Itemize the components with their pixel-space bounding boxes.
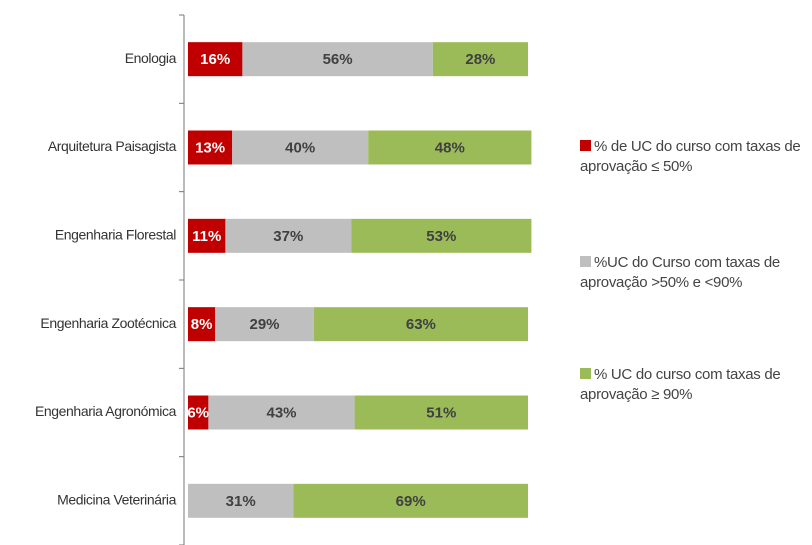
value-label: 69%	[396, 493, 426, 510]
legend-item: % UC do curso com taxas de aprovação ≥ 9…	[580, 365, 810, 405]
bar-segment	[354, 395, 528, 430]
bar-segment	[313, 307, 528, 342]
bar-segment	[188, 395, 209, 430]
bar-segment	[188, 218, 226, 253]
legend-item: % de UC do curso com taxas de aprovação …	[580, 137, 810, 177]
value-label: 13%	[195, 139, 225, 156]
value-label: 63%	[406, 316, 436, 333]
bar-segment	[188, 42, 243, 77]
category-label: Medicina Veterinária	[57, 492, 176, 508]
bar-segment	[242, 42, 433, 77]
bar-segment	[208, 395, 355, 430]
legend-label: %UC do Curso com taxas de aprovação >50%…	[580, 254, 780, 291]
legend-swatch	[580, 368, 591, 379]
bar-segment	[188, 307, 216, 342]
value-label: 43%	[266, 404, 296, 421]
value-label: 28%	[465, 51, 495, 68]
bar-segment	[225, 218, 352, 253]
category-label: Engenharia Florestal	[55, 227, 176, 243]
category-label: Enologia	[125, 50, 177, 66]
legend-label: % UC do curso com taxas de aprovação ≥ 9…	[580, 366, 781, 403]
value-label: 8%	[191, 316, 213, 333]
value-label: 48%	[435, 139, 465, 156]
bar-segment	[293, 483, 528, 518]
value-label: 37%	[273, 228, 303, 245]
value-label: 31%	[226, 493, 256, 510]
bar-segment	[432, 42, 528, 77]
value-label: 56%	[323, 51, 353, 68]
value-label: 51%	[426, 404, 456, 421]
category-label: Engenharia Zootécnica	[40, 315, 176, 331]
value-label: 6%	[187, 404, 209, 421]
legend-label: % de UC do curso com taxas de aprovação …	[580, 138, 801, 175]
bar-segment	[215, 307, 314, 342]
legend-item: %UC do Curso com taxas de aprovação >50%…	[580, 253, 810, 293]
bar-segment	[188, 483, 294, 518]
value-label: 29%	[249, 316, 279, 333]
bar-segment	[232, 130, 369, 165]
category-label: Engenharia Agronómica	[35, 403, 177, 419]
legend-swatch	[580, 256, 591, 267]
value-label: 16%	[200, 51, 230, 68]
bar-segment	[368, 130, 532, 165]
value-label: 53%	[426, 228, 456, 245]
bar-segment	[188, 130, 233, 165]
value-label: 40%	[285, 139, 315, 156]
bar-segment	[351, 218, 532, 253]
value-label: 11%	[192, 228, 221, 245]
category-label: Arquitetura Paisagista	[48, 138, 177, 154]
legend-swatch	[580, 140, 591, 151]
